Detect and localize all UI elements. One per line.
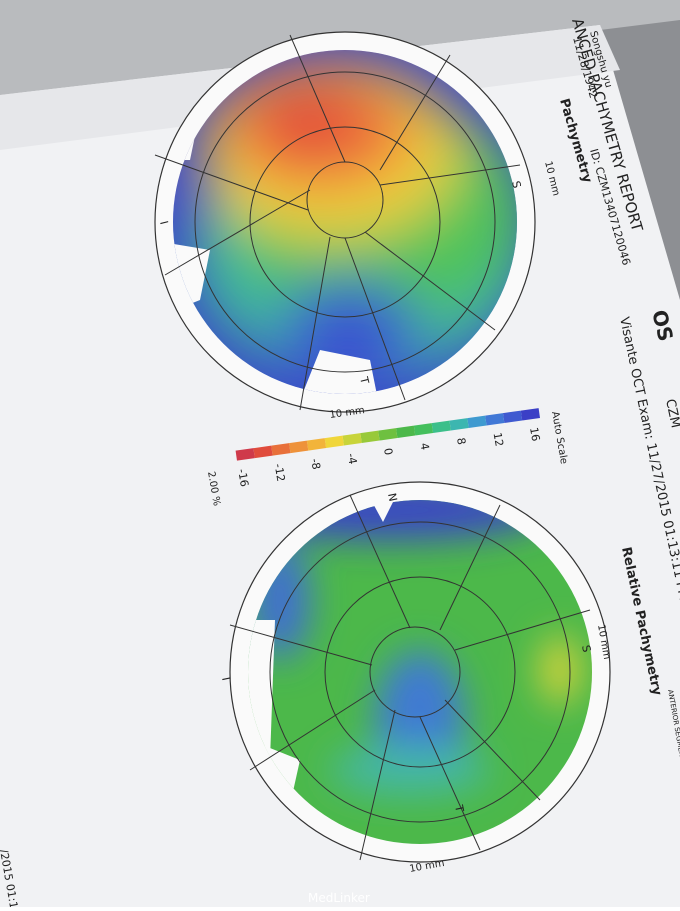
size-label: 10 mm	[329, 405, 366, 421]
orientation: S	[579, 644, 593, 654]
scale-tick: -12	[272, 463, 288, 483]
orientation: I	[157, 220, 170, 226]
watermark: MedLinker	[308, 891, 370, 905]
orientation: T	[452, 803, 466, 814]
orientation: T	[357, 375, 372, 386]
orientation: N	[385, 492, 399, 503]
scale-tick: -16	[235, 468, 251, 488]
scale-tick: 4	[418, 442, 432, 451]
relative-pachymetry-map	[229, 481, 611, 863]
scale-tick: -4	[345, 452, 360, 465]
scale-tick: 8	[454, 437, 468, 446]
scale-tick: 0	[381, 447, 395, 456]
orientation: S	[509, 180, 523, 190]
pachymetry-map	[154, 31, 536, 413]
color-scale-bar	[235, 408, 540, 461]
brand: CZM	[662, 398, 680, 430]
scale-tick: 12	[491, 431, 506, 447]
scale-tick: 16	[527, 426, 542, 442]
orientation: I	[219, 676, 232, 682]
scale-tick: -8	[308, 457, 323, 470]
